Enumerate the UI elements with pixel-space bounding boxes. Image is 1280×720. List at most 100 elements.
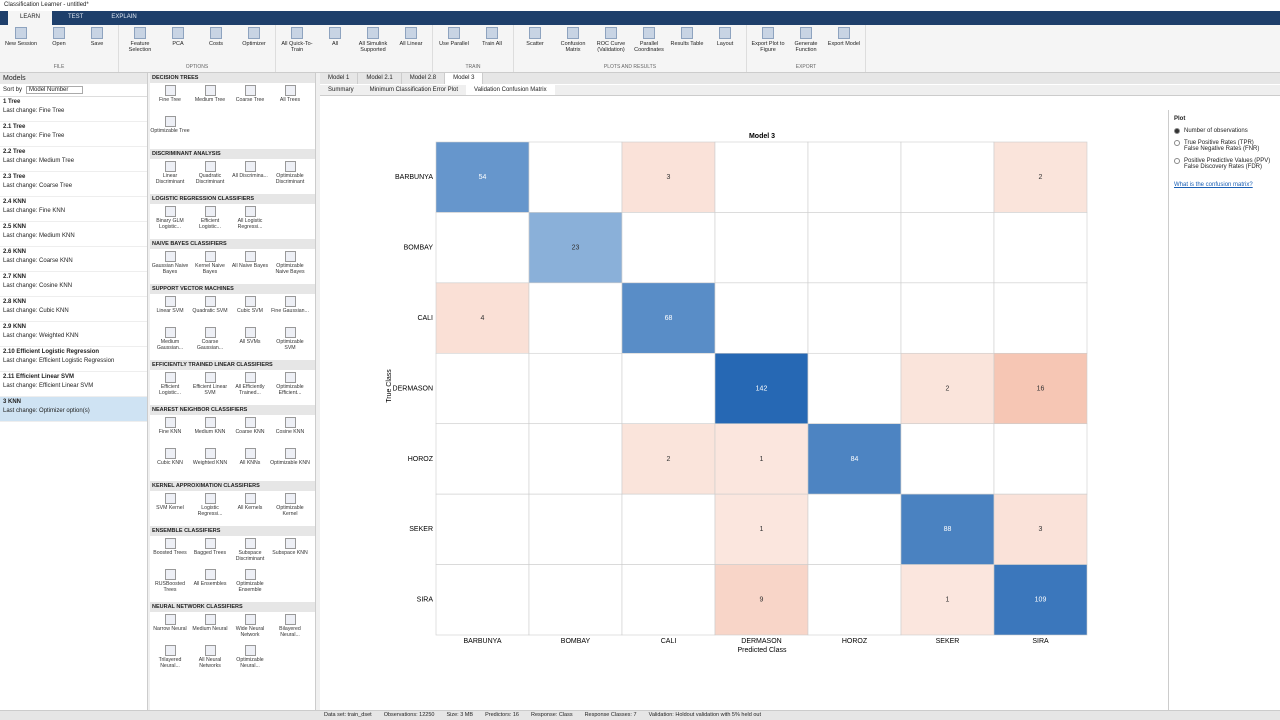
gallery-item[interactable]: Coarse Tree [230,85,270,116]
model-item[interactable]: 2.1 Tree Last change: Fine Tree [0,122,147,147]
gallery-item[interactable]: Weighted KNN [190,448,230,479]
gallery-item[interactable]: All Logistic Regressi... [230,206,270,237]
sort-dropdown[interactable]: Model Number [26,86,84,94]
tool-button[interactable]: Use Parallel [437,27,471,64]
gallery-item[interactable]: Cubic SVM [230,296,270,327]
gallery-item[interactable]: Fine Tree [150,85,190,116]
gallery-item[interactable]: Bagged Trees [190,538,230,569]
model-item[interactable]: 2.11 Efficient Linear SVM Last change: Ef… [0,372,147,397]
gallery-item[interactable]: Efficient Logistic... [150,372,190,403]
gallery-item[interactable]: Optimizable Neural... [230,645,270,676]
gallery-item[interactable]: Fine KNN [150,417,190,448]
gallery-item[interactable]: Wide Neural Network [230,614,270,645]
gallery-item[interactable]: Optimizable SVM [270,327,310,358]
model-item[interactable]: 2.3 Tree Last change: Coarse Tree [0,172,147,197]
tool-button[interactable]: All [318,27,352,70]
tool-button[interactable]: ROC Curve (Validation) [594,27,628,64]
tool-button[interactable]: Optimizer [237,27,271,64]
tool-button[interactable]: New Session [4,27,38,64]
gallery-item[interactable]: Medium Neural [190,614,230,645]
tool-button[interactable]: Save [80,27,114,64]
gallery-item[interactable]: SVM Kernel [150,493,190,524]
document-tab[interactable]: Model 2.1 [358,73,402,84]
tool-button[interactable]: Results Table [670,27,704,64]
gallery-item[interactable]: Optimizable Efficient... [270,372,310,403]
gallery-item[interactable]: All Discrimina... [230,161,270,192]
tool-button[interactable]: All Simulink Supported [356,27,390,70]
tool-button[interactable]: Costs [199,27,233,64]
gallery-item[interactable]: Optimizable KNN [270,448,310,479]
gallery-item[interactable]: Medium Tree [190,85,230,116]
document-tab[interactable]: Model 2.8 [402,73,446,84]
gallery-item[interactable]: All Ensembles [190,569,230,600]
plot-tab[interactable]: Minimum Classification Error Plot [369,87,459,93]
gallery-item[interactable]: Optimizable Discriminant [270,161,310,192]
ribbon-tab[interactable]: EXPLAIN [111,14,137,20]
gallery-item[interactable]: Medium KNN [190,417,230,448]
model-item[interactable]: 2.7 KNN Last change: Cosine KNN [0,272,147,297]
gallery-item[interactable]: All Efficiently Trained... [230,372,270,403]
tool-button[interactable]: Feature Selection [123,27,157,64]
gallery-item[interactable]: Quadratic SVM [190,296,230,327]
gallery-item[interactable]: Optimizable Ensemble [230,569,270,600]
gallery-item[interactable]: Coarse Gaussian... [190,327,230,358]
ribbon-tab[interactable]: LEARN [8,11,53,25]
model-item[interactable]: 2.5 KNN Last change: Medium KNN [0,222,147,247]
plot-tab[interactable]: Summary [328,87,354,93]
gallery-item[interactable]: Bilayered Neural... [270,614,310,645]
ribbon-tab[interactable]: TEST [68,14,84,20]
gallery-item[interactable]: Efficient Linear SVM [190,372,230,403]
gallery-item[interactable]: Medium Gaussian... [150,327,190,358]
gallery-item[interactable]: All Neural Networks [190,645,230,676]
gallery-item[interactable]: Trilayered Neural... [150,645,190,676]
gallery-item[interactable]: Quadratic Discriminant [190,161,230,192]
gallery-item[interactable]: All Kernels [230,493,270,524]
gallery-item[interactable]: RUSBoosted Trees [150,569,190,600]
model-item[interactable]: 3 KNN Last change: Optimizer option(s) [0,397,147,422]
tool-button[interactable]: Train All [475,27,509,64]
tool-button[interactable]: All Quick-To-Train [280,27,314,70]
gallery-item[interactable]: Gaussian Naive Bayes [150,251,190,282]
model-item[interactable]: 2.8 KNN Last change: Cubic KNN [0,297,147,322]
gallery-item[interactable]: Fine Gaussian... [270,296,310,327]
tool-button[interactable]: Layout [708,27,742,64]
model-item[interactable]: 2.4 KNN Last change: Fine KNN [0,197,147,222]
gallery-item[interactable]: All SVMs [230,327,270,358]
gallery-item[interactable]: Optimizable Tree [150,116,190,147]
plot-option[interactable]: True Positive Rates (TPR) False Negative … [1174,140,1275,152]
gallery-item[interactable]: Linear SVM [150,296,190,327]
gallery-item[interactable]: Coarse KNN [230,417,270,448]
model-item[interactable]: 2.6 KNN Last change: Coarse KNN [0,247,147,272]
gallery-item[interactable]: All Naive Bayes [230,251,270,282]
gallery-item[interactable]: Cosine KNN [270,417,310,448]
tool-button[interactable]: PCA [161,27,195,64]
tool-button[interactable]: All Linear [394,27,428,70]
plot-option[interactable]: Number of observations [1174,128,1275,134]
gallery-item[interactable]: Optimizable Naive Bayes [270,251,310,282]
gallery-item[interactable]: Efficient Logistic... [190,206,230,237]
tool-button[interactable]: Export Plot to Figure [751,27,785,64]
tool-button[interactable]: Export Model [827,27,861,64]
help-link[interactable]: What is the confusion matrix? [1174,182,1253,188]
tool-button[interactable]: Parallel Coordinates [632,27,666,64]
gallery-item[interactable]: All KNNs [230,448,270,479]
gallery-item[interactable]: Subspace Discriminant [230,538,270,569]
gallery-item[interactable]: Logistic Regressi... [190,493,230,524]
gallery-item[interactable]: Narrow Neural [150,614,190,645]
model-item[interactable]: 2.2 Tree Last change: Medium Tree [0,147,147,172]
gallery-item[interactable]: Boosted Trees [150,538,190,569]
gallery-item[interactable]: Subspace KNN [270,538,310,569]
gallery-item[interactable]: Linear Discriminant [150,161,190,192]
tool-button[interactable]: Confusion Matrix [556,27,590,64]
gallery-item[interactable]: All Trees [270,85,310,116]
gallery-item[interactable]: Binary GLM Logistic... [150,206,190,237]
model-item[interactable]: 2.10 Efficient Logistic Regression Last c… [0,347,147,372]
tool-button[interactable]: Scatter [518,27,552,64]
document-tab[interactable]: Model 1 [320,73,359,84]
model-item[interactable]: 2.9 KNN Last change: Weighted KNN [0,322,147,347]
gallery-item[interactable]: Kernel Naive Bayes [190,251,230,282]
plot-tab[interactable]: Validation Confusion Matrix [466,85,555,95]
plot-option[interactable]: Positive Predictive Values (PPV) False Di… [1174,158,1275,170]
model-item[interactable]: 1 Tree Last change: Fine Tree [0,97,147,122]
gallery-item[interactable]: Cubic KNN [150,448,190,479]
